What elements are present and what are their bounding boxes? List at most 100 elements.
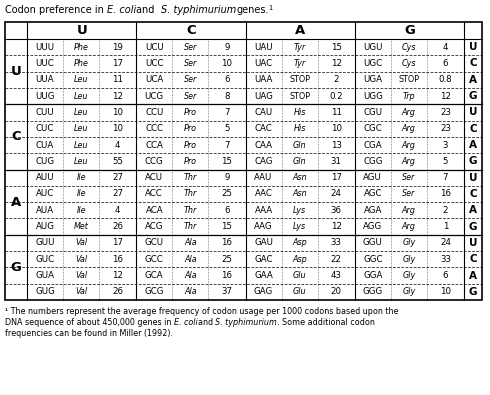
Text: GAU: GAU	[254, 239, 273, 247]
Text: U: U	[76, 24, 87, 37]
Text: AAU: AAU	[254, 173, 273, 182]
Text: 12: 12	[331, 59, 342, 68]
Text: 33: 33	[331, 239, 342, 247]
Text: 27: 27	[112, 173, 123, 182]
Text: 12: 12	[112, 92, 123, 101]
Text: 16: 16	[221, 239, 232, 247]
Text: ACG: ACG	[145, 222, 164, 231]
Text: G: G	[11, 261, 22, 274]
Text: Leu: Leu	[74, 124, 88, 133]
Text: UGG: UGG	[363, 92, 383, 101]
Text: Trp: Trp	[402, 92, 415, 101]
Text: 16: 16	[440, 190, 451, 198]
Text: 6: 6	[442, 59, 448, 68]
Text: Tyr: Tyr	[294, 43, 306, 52]
Text: Glu: Glu	[293, 271, 306, 280]
Text: 4: 4	[115, 141, 121, 150]
Text: G: G	[469, 222, 477, 231]
Text: 26: 26	[112, 222, 123, 231]
Text: Glu: Glu	[293, 287, 306, 296]
Text: Phe: Phe	[74, 43, 89, 52]
Text: A: A	[469, 140, 477, 150]
Text: CGU: CGU	[363, 108, 382, 117]
Text: 24: 24	[331, 190, 342, 198]
Text: 1: 1	[269, 5, 273, 11]
Text: GGC: GGC	[363, 255, 383, 264]
Text: AGA: AGA	[364, 206, 382, 215]
Text: CGG: CGG	[363, 157, 383, 166]
Text: E. coli: E. coli	[174, 318, 197, 327]
Text: 36: 36	[331, 206, 342, 215]
Text: 12: 12	[331, 222, 342, 231]
Text: Ser: Ser	[184, 92, 197, 101]
Text: CUA: CUA	[36, 141, 54, 150]
Text: Thr: Thr	[184, 190, 197, 198]
Text: genes.: genes.	[236, 5, 269, 15]
Text: GAC: GAC	[254, 255, 273, 264]
Text: 24: 24	[440, 239, 451, 247]
Text: Ser: Ser	[184, 43, 197, 52]
Text: A: A	[11, 196, 21, 209]
Text: Val: Val	[75, 255, 87, 264]
Text: STOP: STOP	[289, 75, 310, 84]
Text: UGU: UGU	[363, 43, 383, 52]
Text: Leu: Leu	[74, 75, 88, 84]
Text: 10: 10	[112, 124, 123, 133]
Text: 7: 7	[224, 141, 230, 150]
Text: GUU: GUU	[35, 239, 55, 247]
Text: UUC: UUC	[36, 59, 54, 68]
Text: DNA sequence of about 450,000 genes in: DNA sequence of about 450,000 genes in	[5, 318, 174, 327]
Text: C: C	[186, 24, 196, 37]
Text: 11: 11	[331, 108, 342, 117]
Text: 6: 6	[224, 75, 230, 84]
Text: 19: 19	[112, 43, 123, 52]
Text: 20: 20	[331, 287, 342, 296]
Text: 0.8: 0.8	[439, 75, 452, 84]
Text: Gly: Gly	[402, 287, 416, 296]
Text: Asp: Asp	[292, 255, 307, 264]
Text: G: G	[469, 287, 477, 297]
Text: Leu: Leu	[74, 108, 88, 117]
Text: GGU: GGU	[363, 239, 383, 247]
Text: GAG: GAG	[254, 287, 273, 296]
Text: . Some additional codon: . Some additional codon	[277, 318, 375, 327]
Text: 2: 2	[442, 206, 448, 215]
Text: 8: 8	[224, 92, 230, 101]
Text: GCU: GCU	[145, 239, 164, 247]
Text: 22: 22	[331, 255, 342, 264]
Text: STOP: STOP	[398, 75, 419, 84]
Text: 10: 10	[221, 59, 232, 68]
Text: U: U	[469, 238, 477, 248]
Text: His: His	[294, 108, 306, 117]
Text: A: A	[295, 24, 305, 37]
Text: CCA: CCA	[146, 141, 163, 150]
Text: Gly: Gly	[402, 239, 416, 247]
Text: 16: 16	[112, 255, 123, 264]
Text: 15: 15	[221, 222, 232, 231]
Text: Codon preference in: Codon preference in	[5, 5, 107, 15]
Text: 27: 27	[112, 190, 123, 198]
Text: Pro: Pro	[184, 108, 197, 117]
Text: Val: Val	[75, 271, 87, 280]
Text: Val: Val	[75, 239, 87, 247]
Text: 43: 43	[331, 271, 342, 280]
Text: Ile: Ile	[76, 206, 86, 215]
Text: AAC: AAC	[255, 190, 272, 198]
Text: ACU: ACU	[145, 173, 163, 182]
Text: and: and	[197, 318, 215, 327]
Text: Met: Met	[74, 222, 89, 231]
Text: CGA: CGA	[364, 141, 382, 150]
Text: 1: 1	[442, 222, 448, 231]
Text: Ser: Ser	[402, 173, 416, 182]
Text: AAG: AAG	[254, 222, 273, 231]
Text: C: C	[469, 124, 477, 134]
Text: 25: 25	[221, 255, 232, 264]
Text: AGG: AGG	[363, 222, 382, 231]
Text: 5: 5	[224, 124, 230, 133]
Text: 23: 23	[440, 124, 451, 133]
Text: AAA: AAA	[254, 206, 272, 215]
Text: 33: 33	[440, 255, 451, 264]
Text: Gln: Gln	[293, 141, 306, 150]
Text: CAU: CAU	[254, 108, 272, 117]
Text: CCU: CCU	[145, 108, 164, 117]
